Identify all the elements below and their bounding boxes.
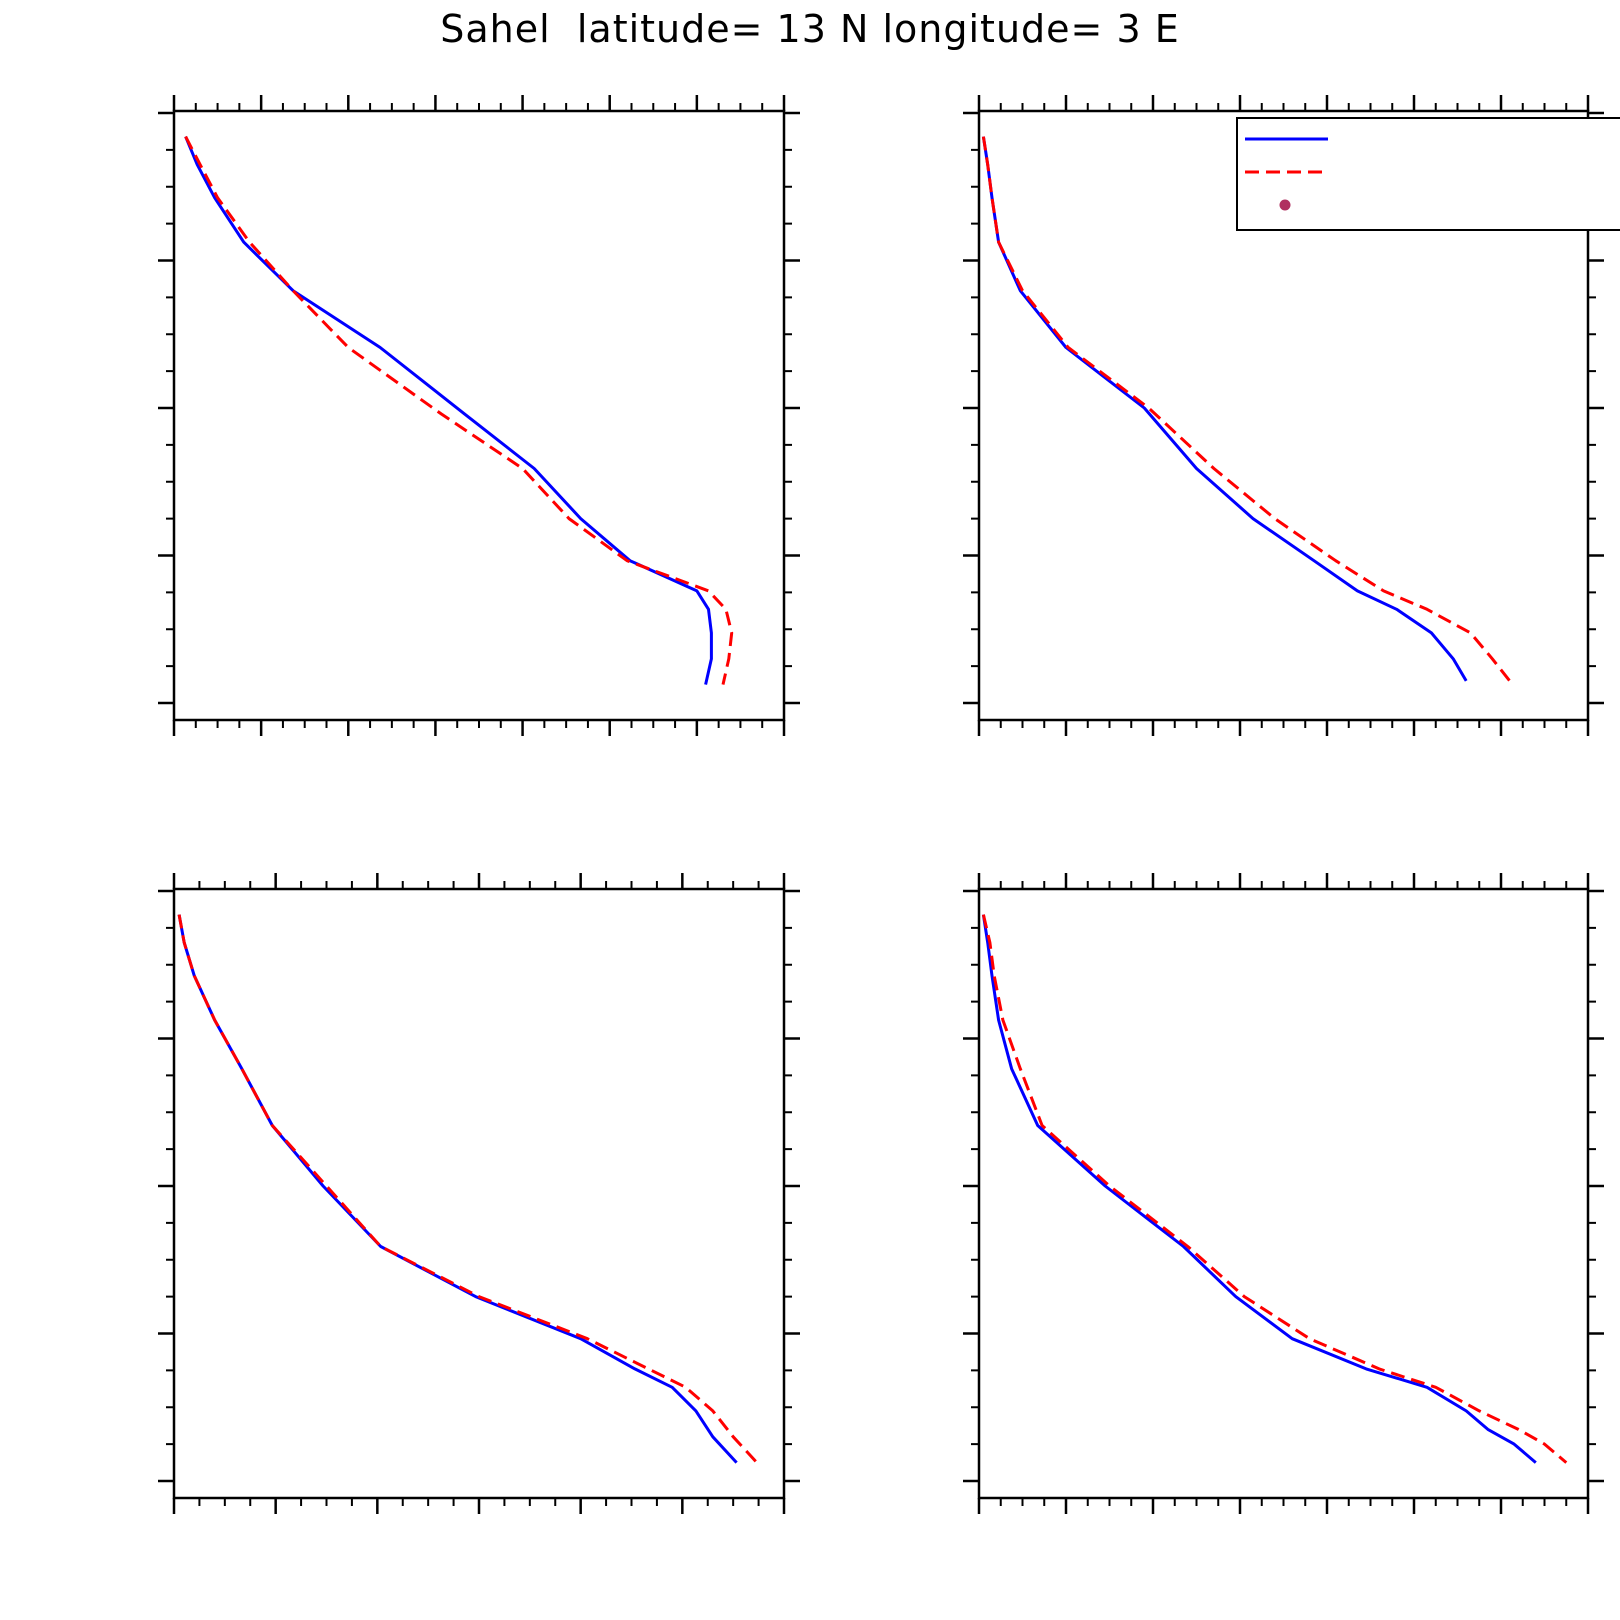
- plot-frame: [172, 109, 786, 722]
- legend-marker-raobs: [1279, 199, 1291, 211]
- chart-panel-jan: [158, 95, 800, 736]
- plot-frame: [977, 887, 1590, 1500]
- series-line-dashed: [981, 136, 1511, 682]
- series-line-dashed: [177, 914, 759, 1464]
- chart-panel-jul: [158, 873, 800, 1514]
- series-line-solid: [981, 914, 1537, 1464]
- series-line-solid: [177, 914, 738, 1464]
- series-line-solid: [184, 136, 713, 685]
- figure-title: Sahel latitude= 13 N longitude= 3 E: [440, 7, 1179, 51]
- series-line-dashed: [184, 135, 734, 685]
- legend-box: [1236, 117, 1620, 231]
- legend: [1236, 117, 1620, 231]
- series-line-dashed: [981, 914, 1568, 1464]
- chart-panel-oct: [963, 873, 1604, 1514]
- panels: [158, 95, 1604, 1514]
- chart-panel-apr: [963, 95, 1604, 736]
